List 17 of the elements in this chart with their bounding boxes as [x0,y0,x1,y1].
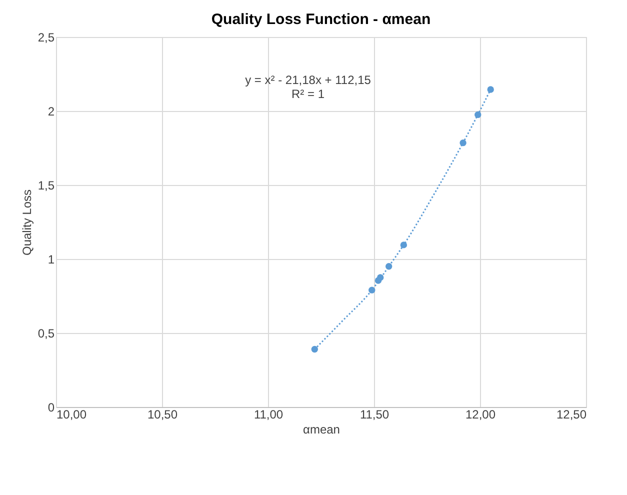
y-axis-title: Quality Loss [20,189,34,256]
y-tick-label: 2,5 [38,30,55,44]
y-tick-label: 1 [48,252,55,266]
x-tick-label: 10,00 [56,408,87,422]
annotation: y = x² - 21,18x + 112,15 [245,73,372,87]
x-axis-title: αmean [303,422,340,436]
annotation: R² = 1 [291,87,325,101]
y-tick-label: 2 [48,104,55,118]
x-tick-label: 12,00 [465,408,496,422]
chart-title: Quality Loss Function - αmean [211,11,431,28]
x-tick-label: 10,50 [147,408,178,422]
y-tick-label: 1,5 [38,178,55,192]
x-tick-label: 11,00 [254,408,284,422]
y-tick-label: 0 [48,400,55,414]
x-tick-label: 11,50 [360,408,390,422]
x-tick-label: 12,50 [556,408,587,422]
y-tick-label: 0,5 [38,326,55,340]
